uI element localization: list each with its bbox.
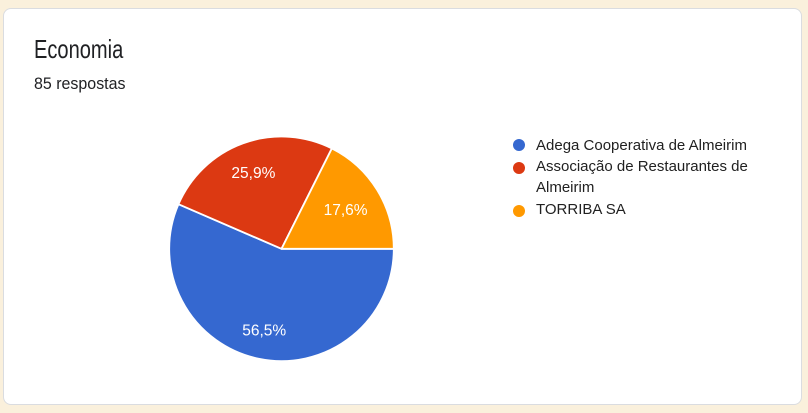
svg-text:17,6%: 17,6% — [324, 202, 368, 219]
svg-text:56,5%: 56,5% — [242, 323, 286, 340]
svg-text:25,9%: 25,9% — [231, 165, 275, 182]
